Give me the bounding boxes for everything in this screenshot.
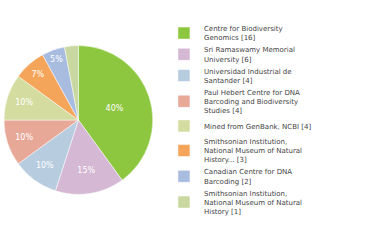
svg-text:Sri Ramaswamy MemorialUniversi: Sri Ramaswamy MemorialUniversity [6] <box>204 46 295 63</box>
svg-text:Paul Hebert Centre for DNABarc: Paul Hebert Centre for DNABarcoding and … <box>204 89 300 115</box>
svg-text:40%: 40% <box>106 104 124 113</box>
svg-text:Centre for BiodiversityGenomic: Centre for BiodiversityGenomics [16] <box>204 25 283 42</box>
svg-text:10%: 10% <box>36 161 54 170</box>
svg-text:15%: 15% <box>77 166 95 175</box>
svg-text:10%: 10% <box>15 98 33 107</box>
svg-text:10%: 10% <box>15 133 33 142</box>
svg-text:Smithsonian Institution,Nation: Smithsonian Institution,National Museum … <box>204 190 302 216</box>
svg-text:Smithsonian Institution,Nation: Smithsonian Institution,National Museum … <box>204 138 302 164</box>
svg-text:5%: 5% <box>50 55 63 64</box>
svg-text:7%: 7% <box>31 70 44 79</box>
svg-text:Canadian Centre for DNABarcodi: Canadian Centre for DNABarcoding [2] <box>204 168 292 185</box>
svg-text:Mined from GenBank, NCBI [4]: Mined from GenBank, NCBI [4] <box>204 123 312 131</box>
svg-text:Universidad Industrial deSanta: Universidad Industrial deSantander [4] <box>204 68 292 85</box>
